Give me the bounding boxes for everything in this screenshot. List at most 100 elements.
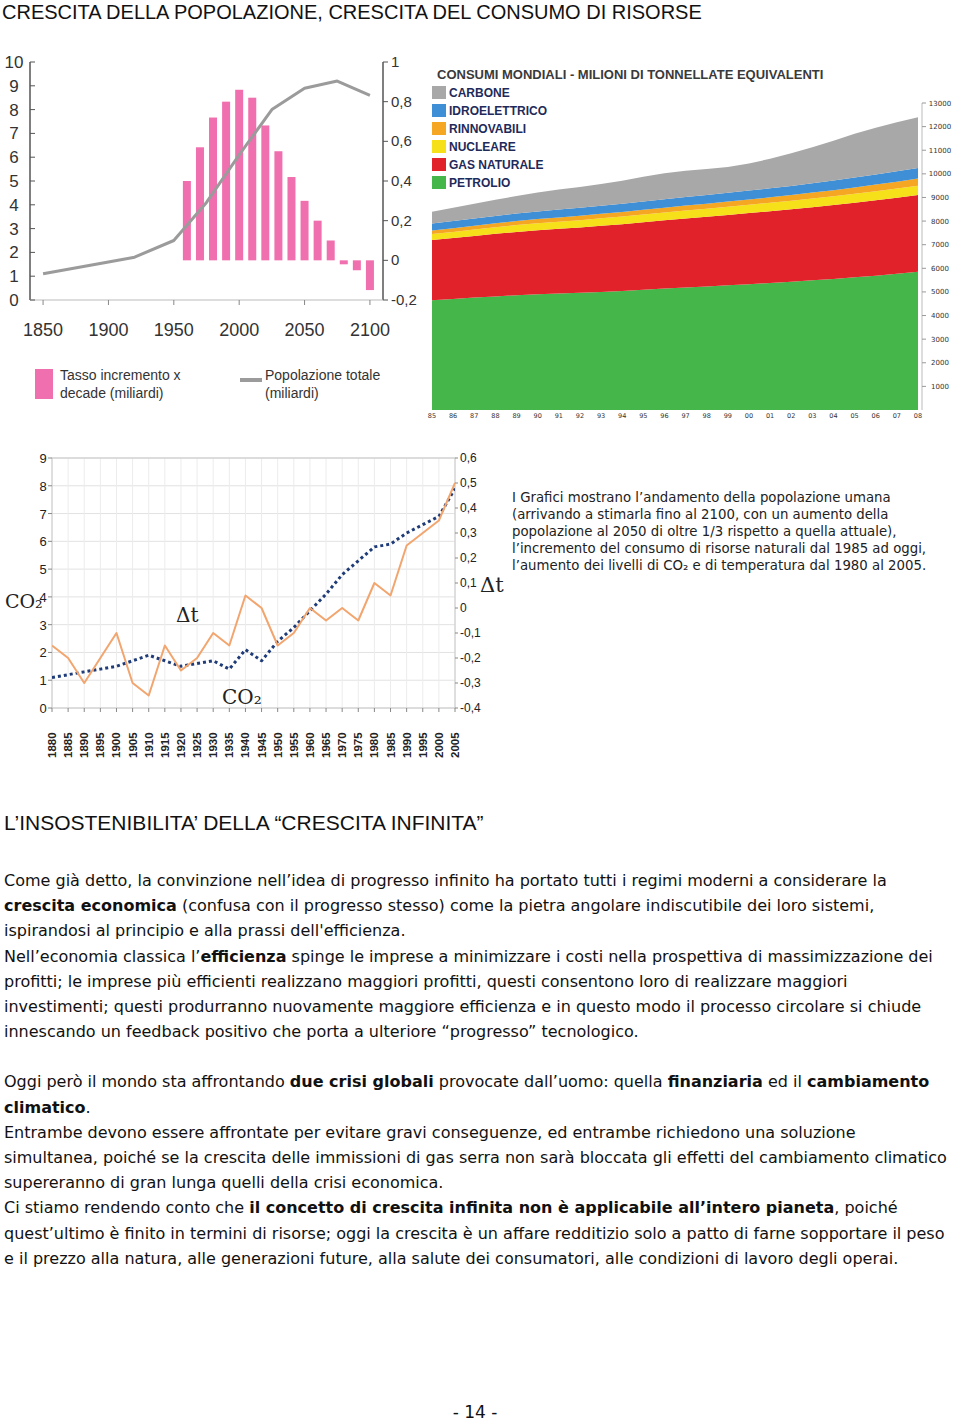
x-tick-label: 93 — [597, 412, 605, 420]
y-tick-label: 9 — [39, 451, 46, 466]
paragraph: Entrambe devono essere affrontate per ev… — [4, 1120, 952, 1196]
grid-line — [68, 458, 69, 708]
y-tick-label: 0 — [39, 701, 46, 716]
y-tick — [922, 244, 926, 245]
y-tick-label: 6 — [39, 534, 46, 549]
bar — [248, 98, 256, 261]
grid-line — [293, 458, 294, 708]
x-tick — [304, 300, 305, 305]
page-number: - 14 - — [425, 1402, 525, 1422]
x-tick-label: 2000 — [219, 320, 259, 340]
x-tick — [180, 708, 181, 712]
grid-line — [245, 458, 246, 708]
caption: I Grafici mostrano l’andamento della pop… — [512, 489, 958, 574]
x-tick — [390, 708, 391, 712]
y2-tick-label: -0,2 — [391, 291, 417, 308]
grid-line — [164, 458, 165, 708]
y-tick-label: 10 — [5, 53, 24, 72]
y-tick — [48, 596, 52, 597]
y-tick-label: 8 — [9, 101, 18, 120]
grid-line — [52, 596, 455, 597]
legend-swatch — [432, 158, 446, 171]
y2-tick — [383, 62, 388, 63]
y2-tick-label: 0,1 — [460, 576, 477, 590]
paragraph-group: Oggi però il mondo sta affrontando due c… — [4, 1069, 952, 1271]
y-tick — [30, 157, 35, 158]
grid-line — [277, 458, 278, 708]
x-tick-label: 02 — [787, 412, 795, 420]
x-tick-label: 1940 — [239, 732, 251, 758]
x-tick-label: 1985 — [385, 732, 397, 758]
y-tick-label: 12000 — [929, 123, 951, 131]
x-tick-label: 91 — [555, 412, 563, 420]
y-tick — [30, 204, 35, 205]
x-tick-label: 95 — [639, 412, 647, 420]
y-tick — [922, 126, 926, 127]
y-tick-label: 1000 — [931, 383, 949, 391]
x-tick-label: 04 — [829, 412, 837, 420]
x-tick-label: 1970 — [336, 732, 348, 758]
legend-swatch — [432, 86, 446, 99]
y2-tick-label: 0,2 — [391, 212, 412, 229]
x-tick — [52, 708, 53, 712]
y2-tick-label: -0,2 — [460, 651, 481, 665]
y-tick-label: 0 — [9, 291, 18, 310]
y2-tick — [455, 608, 458, 609]
line — [43, 81, 370, 274]
y-tick — [922, 315, 926, 316]
x-tick-label: 06 — [872, 412, 880, 420]
bar — [314, 221, 322, 261]
x-tick — [239, 300, 240, 305]
y2-tick — [383, 260, 388, 261]
y-tick-label: 9 — [9, 77, 18, 96]
y2-tick — [383, 101, 388, 102]
y-tick-label: 1 — [9, 267, 18, 286]
y2-tick — [455, 458, 458, 459]
x-tick-label: 2100 — [350, 320, 390, 340]
grid-line — [261, 458, 262, 708]
text: Ci stiamo rendendo conto che — [4, 1198, 249, 1217]
y2-tick-label: 0,6 — [391, 132, 412, 149]
x-tick-label: 1955 — [288, 732, 300, 758]
y2-tick — [455, 483, 458, 484]
x-tick-label: 1950 — [272, 732, 284, 758]
x-tick-label: 88 — [491, 412, 499, 420]
y-tick-label: 5000 — [931, 288, 949, 296]
bold-text: efficienza — [200, 947, 286, 966]
x-tick — [277, 708, 278, 712]
y2-tick-label: 0 — [460, 601, 467, 615]
bar — [287, 177, 295, 260]
x-tick-label: 1885 — [62, 732, 74, 758]
x-tick — [422, 708, 423, 712]
chart-title: CONSUMI MONDIALI - MILIONI DI TONNELLATE… — [437, 67, 823, 82]
consumption-chart: CONSUMI MONDIALI - MILIONI DI TONNELLATE… — [428, 67, 951, 420]
grid-line — [52, 680, 455, 681]
y-tick — [30, 276, 35, 277]
grid-line — [309, 458, 310, 708]
legend-label: NUCLEARE — [449, 140, 516, 154]
paragraph: Ci stiamo rendendo conto che il concetto… — [4, 1195, 952, 1271]
y-tick — [48, 680, 52, 681]
y2-tick — [383, 300, 388, 301]
grid-line — [438, 458, 439, 708]
y2-tick-label: 0 — [391, 251, 399, 268]
y-tick-label: 10000 — [929, 170, 951, 178]
grid-line — [422, 458, 423, 708]
grid-line — [326, 458, 327, 708]
y-tick-label: 13000 — [929, 100, 951, 108]
bar — [235, 90, 243, 261]
x-tick-label: 94 — [618, 412, 626, 420]
x-tick-label: 1920 — [175, 732, 187, 758]
bar — [274, 151, 282, 260]
grid-line — [197, 458, 198, 708]
y-tick — [922, 221, 926, 222]
bold-text: crescita economica — [4, 896, 177, 915]
x-tick-label: 1880 — [46, 732, 58, 758]
y-axis-label: CO₂ — [5, 590, 43, 612]
y-tick — [922, 362, 926, 363]
y-tick — [30, 62, 35, 63]
y2-tick — [455, 683, 458, 684]
x-axis — [30, 300, 383, 301]
x-tick-label: 1900 — [110, 732, 122, 758]
x-tick — [164, 708, 165, 712]
